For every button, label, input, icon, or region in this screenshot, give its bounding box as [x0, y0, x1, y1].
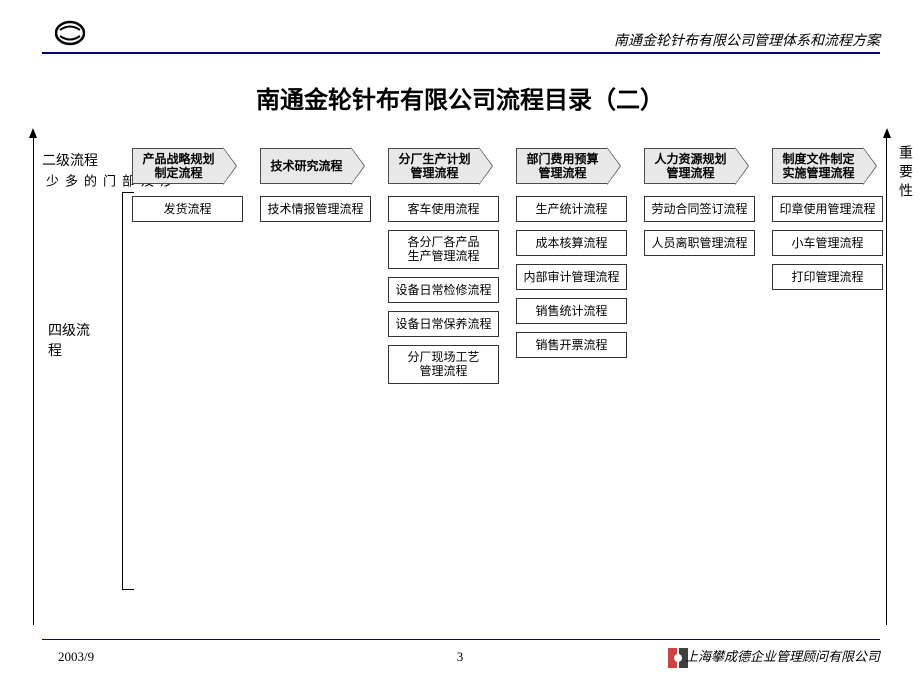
- process-cell: 内部审计管理流程: [516, 264, 627, 290]
- header-box: 制度文件制定 实施管理流程: [772, 148, 878, 184]
- level2-label: 二级流程: [42, 150, 98, 170]
- header-box-label: 技术研究流程: [260, 148, 352, 184]
- left-axis-arrow: [29, 128, 37, 138]
- process-cell: 成本核算流程: [516, 230, 627, 256]
- chevron-right-icon: [223, 147, 237, 185]
- header-box-label: 制度文件制定 实施管理流程: [772, 148, 864, 184]
- header-box-label: 人力资源规划 管理流程: [644, 148, 736, 184]
- header-box: 分厂生产计划 管理流程: [388, 148, 494, 184]
- footer-page: 3: [457, 649, 464, 665]
- footer-divider: [42, 639, 880, 640]
- process-cell: 打印管理流程: [772, 264, 883, 290]
- column: 客车使用流程各分厂各产品 生产管理流程设备日常检修流程设备日常保养流程分厂现场工…: [388, 196, 499, 384]
- header-divider: [42, 52, 880, 54]
- header-box: 人力资源规划 管理流程: [644, 148, 750, 184]
- footer-company: 上海攀成德企业管理顾问有限公司: [685, 646, 880, 665]
- process-cell: 分厂现场工艺 管理流程: [388, 345, 499, 384]
- process-cell: 销售开票流程: [516, 332, 627, 358]
- header-box-label: 分厂生产计划 管理流程: [388, 148, 480, 184]
- process-cell: 劳动合同签订流程: [644, 196, 755, 222]
- logo-icon: [55, 18, 85, 48]
- process-cell: 设备日常保养流程: [388, 311, 499, 337]
- column: 发货流程: [132, 196, 243, 384]
- process-cell: 小车管理流程: [772, 230, 883, 256]
- process-cell: 生产统计流程: [516, 196, 627, 222]
- chevron-right-icon: [351, 147, 365, 185]
- column: 劳动合同签订流程人员离职管理流程: [644, 196, 755, 384]
- right-axis-line: [886, 135, 887, 625]
- header-box-label: 产品战略规划 制定流程: [132, 148, 224, 184]
- left-labels: 二级流程 涉及部门的多少 四级流程: [42, 150, 98, 170]
- process-cell: 客车使用流程: [388, 196, 499, 222]
- header-box: 部门费用预算 管理流程: [516, 148, 622, 184]
- process-cell: 发货流程: [132, 196, 243, 222]
- left-axis-line: [33, 135, 34, 625]
- chevron-right-icon: [479, 147, 493, 185]
- columns-area: 发货流程技术情报管理流程客车使用流程各分厂各产品 生产管理流程设备日常检修流程设…: [132, 196, 883, 384]
- column: 印章使用管理流程小车管理流程打印管理流程: [772, 196, 883, 384]
- header-box: 产品战略规划 制定流程: [132, 148, 238, 184]
- header-company: 南通金轮针布有限公司管理体系和流程方案: [614, 30, 880, 50]
- process-cell: 人员离职管理流程: [644, 230, 755, 256]
- process-cell: 技术情报管理流程: [260, 196, 371, 222]
- chevron-right-icon: [607, 147, 621, 185]
- chevron-right-icon: [863, 147, 877, 185]
- right-axis-arrow: [883, 128, 891, 138]
- level4-label: 四级流程: [48, 320, 98, 360]
- chevron-right-icon: [735, 147, 749, 185]
- header-boxes-row: 产品战略规划 制定流程技术研究流程分厂生产计划 管理流程部门费用预算 管理流程人…: [132, 148, 878, 184]
- process-cell: 销售统计流程: [516, 298, 627, 324]
- process-cell: 印章使用管理流程: [772, 196, 883, 222]
- footer-date: 2003/9: [58, 649, 94, 665]
- header-box-label: 部门费用预算 管理流程: [516, 148, 608, 184]
- page-title: 南通金轮针布有限公司流程目录（二）: [0, 80, 920, 115]
- right-axis-label: 重要性: [894, 145, 914, 202]
- header-box: 技术研究流程: [260, 148, 366, 184]
- process-cell: 设备日常检修流程: [388, 277, 499, 303]
- process-cell: 各分厂各产品 生产管理流程: [388, 230, 499, 269]
- column: 技术情报管理流程: [260, 196, 371, 384]
- column: 生产统计流程成本核算流程内部审计管理流程销售统计流程销售开票流程: [516, 196, 627, 384]
